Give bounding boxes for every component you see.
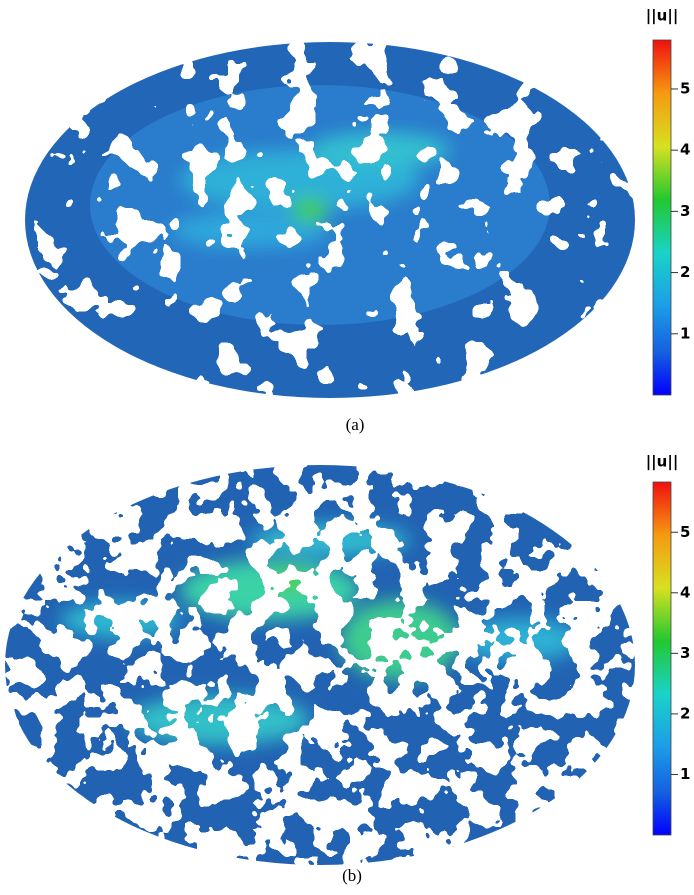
- tick-label: 4: [680, 583, 690, 601]
- caption: (b): [342, 866, 362, 885]
- caption: (a): [346, 415, 365, 434]
- tick-label: 1: [680, 324, 690, 342]
- tick-label: 5: [680, 79, 690, 97]
- render-b: [5, 465, 635, 865]
- colorbar: [652, 481, 672, 836]
- colorbar-title: ||u||: [646, 7, 679, 26]
- tick-label: 3: [680, 202, 690, 220]
- tick-label: 1: [680, 765, 690, 783]
- tick-label: 4: [680, 141, 690, 159]
- tick-label: 2: [680, 704, 690, 722]
- tick-label: 5: [680, 523, 690, 541]
- colorbar-title: ||u||: [646, 453, 679, 472]
- render-a: [25, 42, 635, 398]
- colorbar: [652, 39, 672, 396]
- tick-label: 3: [680, 644, 690, 662]
- tick-label: 2: [680, 263, 690, 281]
